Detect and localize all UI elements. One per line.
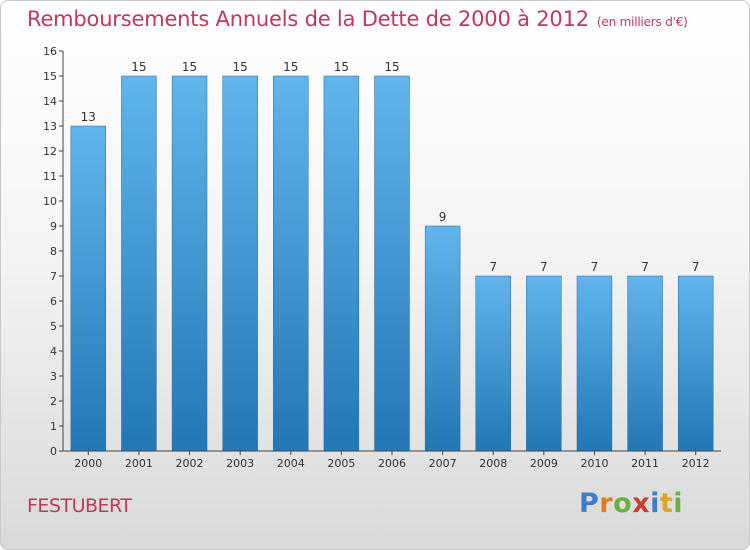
bar-value-label: 7 (489, 260, 497, 274)
y-tick-label: 10 (43, 195, 57, 208)
bar-2004 (273, 75, 309, 452)
bar-value-label: 15 (384, 60, 399, 74)
y-tick-label: 5 (50, 320, 57, 333)
y-tick-label: 0 (50, 445, 57, 458)
chart-unit: (en milliers d'€) (596, 15, 688, 29)
y-tick-label: 1 (50, 420, 57, 433)
bar-value-label: 7 (591, 260, 599, 274)
y-tick-label: 6 (50, 295, 57, 308)
x-tick-label: 2004 (277, 457, 305, 470)
x-tick-label: 2009 (530, 457, 558, 470)
y-tick-label: 9 (50, 220, 57, 233)
bar-value-label: 7 (540, 260, 548, 274)
bar-2010 (576, 275, 613, 452)
y-tick-label: 16 (43, 45, 57, 58)
bar-2001 (121, 75, 157, 452)
x-tick-label: 2001 (125, 457, 153, 470)
y-tick-label: 11 (43, 170, 57, 183)
bar-value-label: 7 (641, 260, 649, 274)
y-tick-label: 2 (50, 395, 57, 408)
y-tick-label: 13 (43, 120, 57, 133)
bar-value-label: 7 (692, 260, 700, 274)
bar-2012 (677, 275, 714, 452)
x-tick-label: 2011 (631, 457, 659, 470)
bar-value-label: 15 (182, 60, 197, 74)
bar-value-label: 15 (233, 60, 248, 74)
y-tick-label: 12 (43, 145, 57, 158)
logo-letter: i (673, 488, 684, 519)
proxiti-logo: Proxiti (579, 488, 683, 519)
commune-name: FESTUBERT (27, 495, 132, 517)
bar-2006 (374, 75, 410, 452)
bar-value-label: 15 (283, 60, 298, 74)
chart-title-text: Remboursements Annuels de la Dette de 20… (27, 7, 589, 31)
x-tick-label: 2002 (176, 457, 204, 470)
bar-2002 (171, 75, 208, 452)
chart-title: Remboursements Annuels de la Dette de 20… (27, 7, 688, 31)
bar-2000 (70, 125, 107, 452)
bar-2007 (424, 225, 461, 452)
x-tick-label: 2010 (580, 457, 608, 470)
bar-2003 (222, 75, 258, 452)
bar-value-label: 9 (439, 210, 447, 224)
x-tick-label: 2008 (479, 457, 507, 470)
x-tick-label: 2007 (429, 457, 457, 470)
logo-letter: t (659, 488, 674, 519)
logo-letter: o (613, 488, 633, 519)
x-tick-label: 2012 (682, 457, 710, 470)
y-tick-label: 4 (50, 345, 57, 358)
y-tick-label: 15 (43, 70, 57, 83)
bar-2005 (323, 75, 360, 452)
y-tick-label: 14 (43, 95, 57, 108)
logo-letter: P (579, 488, 600, 519)
x-tick-label: 2003 (226, 457, 254, 470)
y-tick-label: 8 (50, 245, 57, 258)
bar-value-label: 13 (81, 110, 96, 124)
bar-value-label: 15 (334, 60, 349, 74)
x-tick-label: 2006 (378, 457, 406, 470)
logo-letter: x (632, 488, 651, 519)
bar-2009 (526, 275, 562, 452)
logo-letter: r (599, 488, 614, 519)
bars: 13 15 15 15 15 15 15 9 7 7 7 7 7 (70, 60, 714, 452)
y-tick-label: 3 (50, 370, 57, 383)
x-tick-label: 2005 (327, 457, 355, 470)
bar-2008 (475, 275, 511, 452)
y-tick-label: 7 (50, 270, 57, 283)
x-tick-label: 2000 (74, 457, 102, 470)
x-axis: 2000 2001 2002 2003 2004 2005 2006 2007 2008 2009… (63, 450, 721, 470)
bar-2011 (627, 275, 663, 452)
logo-letter: i (650, 488, 660, 519)
bar-value-label: 15 (131, 60, 146, 74)
